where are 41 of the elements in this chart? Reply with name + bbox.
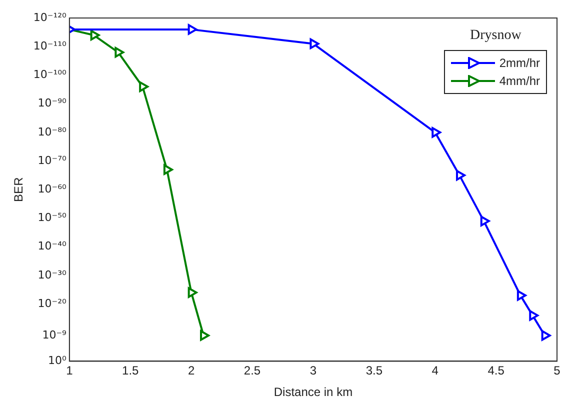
y-tick-label: 10⁻⁸⁰ bbox=[38, 125, 68, 138]
y-tick-label: 10⁻⁴⁰ bbox=[38, 240, 68, 253]
point bbox=[139, 81, 149, 92]
point bbox=[529, 310, 539, 321]
y-tick-label: 10⁻⁹⁰ bbox=[38, 96, 68, 110]
point bbox=[188, 24, 198, 35]
y-tick-label: 10⁻⁹ bbox=[42, 328, 66, 342]
legend-label: 2mm/hr bbox=[499, 55, 540, 72]
y-tick-label: 10⁻⁵⁰ bbox=[38, 211, 68, 224]
point bbox=[310, 38, 320, 50]
x-tick-label: 3.5 bbox=[366, 364, 383, 378]
x-axis-title: Distance in km bbox=[274, 385, 353, 400]
point bbox=[163, 164, 173, 175]
y-tick-label: 10⁻⁶⁰ bbox=[38, 182, 68, 196]
y-tick-label: 10⁻¹⁰⁰ bbox=[33, 68, 68, 82]
point bbox=[516, 290, 526, 301]
x-tick-label: 1.5 bbox=[122, 364, 140, 378]
y-axis-title: BER bbox=[12, 176, 26, 202]
point bbox=[456, 170, 466, 181]
x-tick-label: 3 bbox=[310, 364, 317, 378]
point bbox=[480, 216, 490, 226]
point bbox=[200, 330, 210, 341]
y-tick-label: 10⁻¹¹⁰ bbox=[33, 39, 68, 52]
x-tick-label: 4 bbox=[432, 364, 439, 378]
x-tick-label: 1 bbox=[66, 364, 74, 378]
y-tick-label: 10⁻²⁰ bbox=[38, 296, 68, 310]
x-tick-label: 4.5 bbox=[488, 364, 505, 378]
y-tick-label: 10⁻⁷⁰ bbox=[38, 154, 68, 167]
point bbox=[432, 127, 442, 138]
x-tick-label: 2 bbox=[188, 364, 195, 378]
point bbox=[188, 287, 198, 298]
x-tick-label: 5 bbox=[554, 364, 561, 378]
x-tick-label: 2.5 bbox=[244, 364, 261, 378]
point bbox=[541, 330, 551, 341]
point bbox=[90, 30, 100, 40]
y-tick-label: 10⁻³⁰ bbox=[38, 268, 68, 282]
point bbox=[114, 46, 124, 58]
y-tick-label: 10⁰ bbox=[48, 354, 68, 368]
y-tick-label: 10⁻¹²⁰ bbox=[33, 10, 68, 24]
legend-label: 4mm/hr bbox=[499, 73, 540, 90]
legend-title: Drysnow bbox=[470, 28, 522, 44]
